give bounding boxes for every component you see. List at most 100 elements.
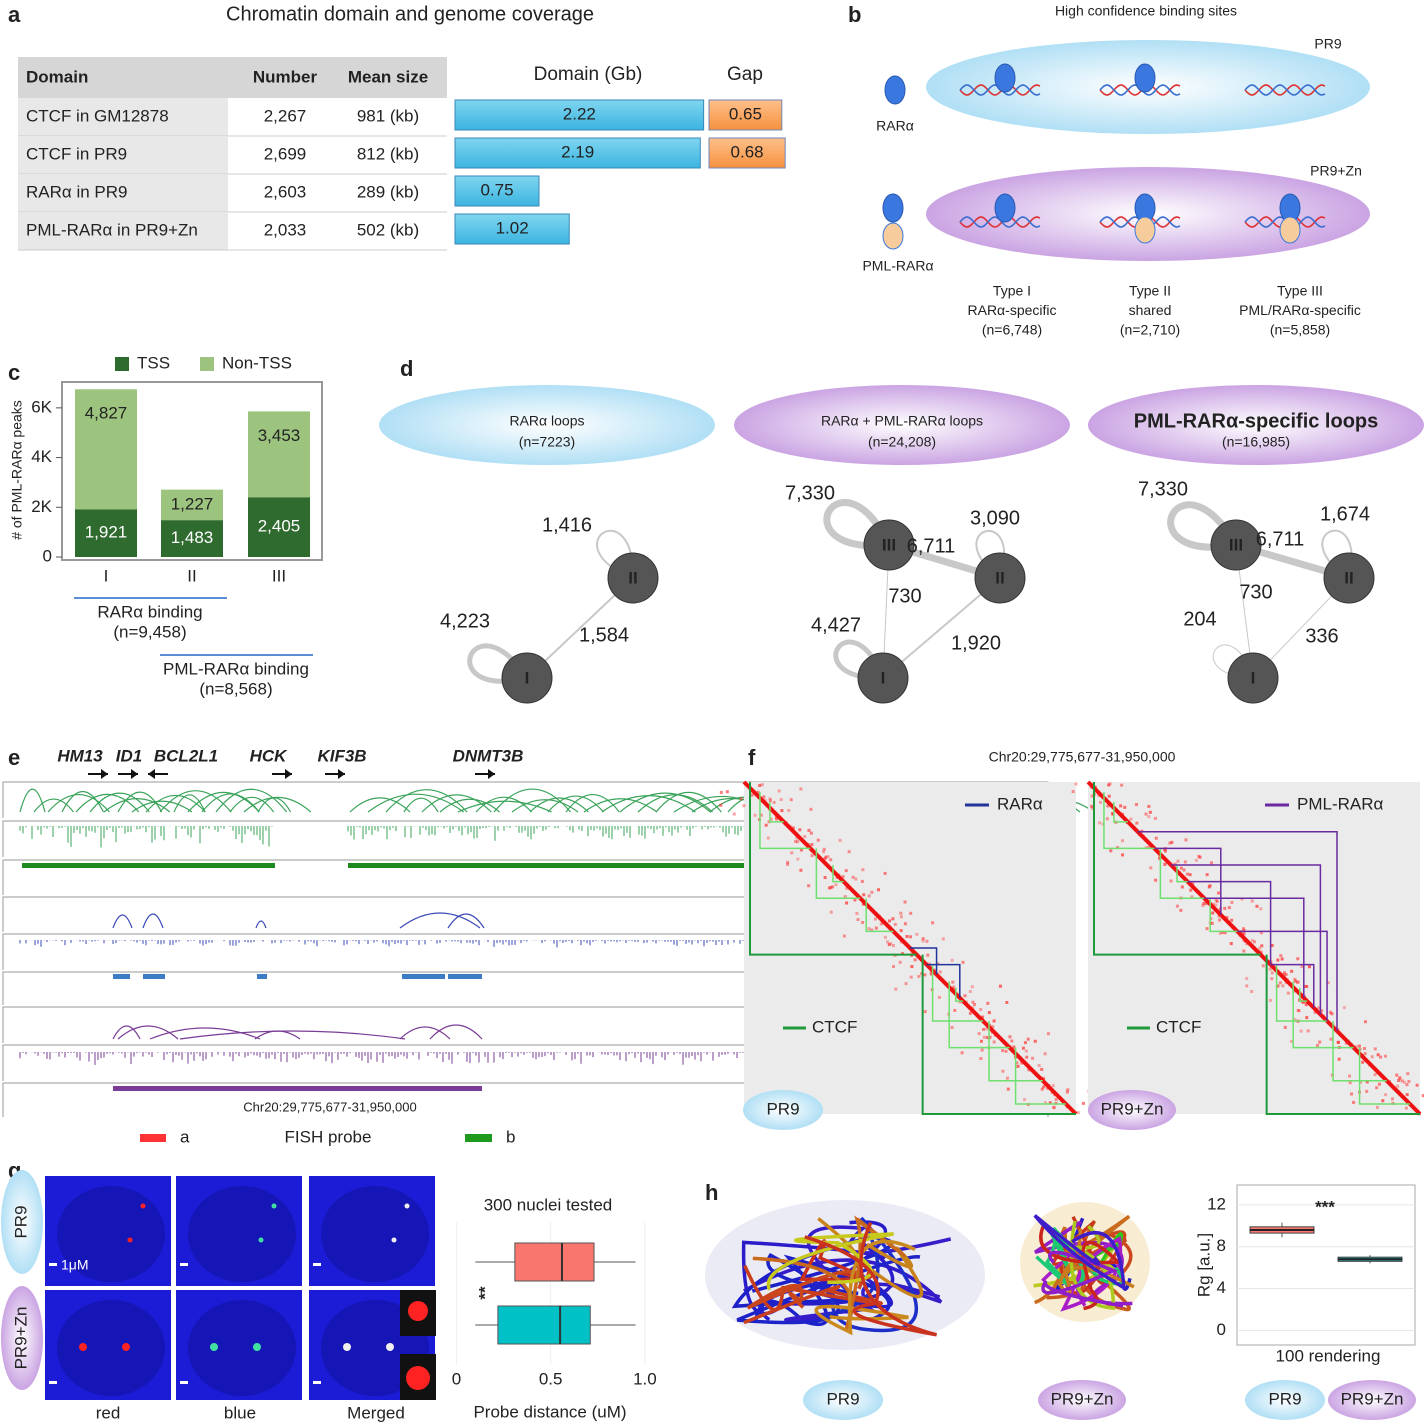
- contact: [1147, 804, 1151, 808]
- contact: [958, 1000, 962, 1004]
- table-cell: 2,033: [264, 220, 307, 239]
- loop-arc: [583, 798, 658, 813]
- table-cell-bg: [18, 98, 228, 136]
- row-badge: [1, 1286, 43, 1390]
- self-loop: [467, 643, 530, 684]
- contact: [1148, 810, 1152, 814]
- contact: [883, 935, 887, 939]
- network-count: (n=24,208): [868, 434, 936, 450]
- contact: [886, 940, 890, 944]
- node-label: I: [881, 668, 886, 687]
- contact: [1147, 815, 1151, 819]
- gene-name: HCK: [250, 746, 289, 765]
- contact: [860, 879, 864, 883]
- domain-block: [402, 974, 445, 979]
- contact: [1379, 1055, 1383, 1059]
- contact: [1252, 940, 1256, 944]
- x-tick-label: II: [187, 566, 196, 585]
- node: [607, 552, 659, 604]
- contact: [1120, 783, 1124, 787]
- loop-arc: [145, 795, 206, 813]
- contact: [1169, 879, 1173, 883]
- contact: [1370, 1055, 1374, 1059]
- contact: [891, 944, 895, 948]
- contact: [1361, 1060, 1365, 1064]
- type-label: Type I: [993, 283, 1031, 299]
- contact: [1010, 1039, 1014, 1043]
- contact: [1365, 1089, 1369, 1093]
- significance: **: [475, 1286, 494, 1300]
- contact: [1293, 977, 1297, 981]
- group-label: PML-RARα binding: [163, 659, 309, 678]
- contact: [951, 980, 955, 984]
- loop-arc: [493, 788, 571, 813]
- polymer-strand: [1033, 1214, 1126, 1291]
- inset-dot: [406, 1366, 430, 1390]
- table-cell-bg: [18, 212, 228, 250]
- contact: [899, 929, 903, 933]
- loop-arc: [159, 790, 232, 813]
- probe-dot: [140, 1203, 146, 1209]
- probe-a: [140, 1134, 166, 1142]
- contact: [1006, 1087, 1010, 1091]
- contact: [910, 965, 914, 969]
- contact: [789, 798, 793, 802]
- loop-arc: [439, 798, 500, 813]
- contact: [1033, 1039, 1037, 1043]
- contact: [870, 890, 874, 894]
- contact: [786, 862, 790, 866]
- type-label: (n=5,858): [1270, 322, 1330, 338]
- x-tick-label: 1.0: [633, 1369, 657, 1388]
- contact: [779, 798, 783, 802]
- loop-arc: [131, 800, 193, 813]
- contact: [847, 850, 851, 854]
- contact: [1210, 921, 1214, 925]
- contact: [1373, 1073, 1377, 1077]
- table-header: Domain: [26, 67, 88, 86]
- contact: [1008, 1035, 1012, 1039]
- loop-arc: [385, 789, 468, 813]
- contact: [1259, 907, 1263, 911]
- contact: [799, 787, 803, 791]
- contact: [1176, 859, 1180, 863]
- contact: [855, 912, 859, 916]
- loop-arc: [179, 1030, 406, 1040]
- contact: [762, 795, 766, 799]
- edge-label: 3,090: [970, 507, 1020, 529]
- contact: [1158, 857, 1162, 861]
- contact: [987, 1011, 991, 1015]
- contact: [899, 915, 903, 919]
- value-label: 1,921: [85, 523, 128, 542]
- ctcf-domain: [759, 791, 811, 850]
- contact: [1149, 866, 1153, 870]
- contact: [1320, 1009, 1324, 1013]
- contact: [772, 800, 776, 804]
- polymer-strand: [804, 1221, 938, 1337]
- contact: [1163, 848, 1167, 852]
- contact: [1305, 1016, 1309, 1020]
- ctcf-domain: [1332, 1021, 1387, 1082]
- contact: [861, 920, 865, 924]
- ctcf-domain: [1113, 801, 1128, 823]
- gene-name: DNMT3B: [453, 746, 524, 765]
- contact: [1268, 998, 1272, 1002]
- contact: [1329, 1037, 1333, 1041]
- contact: [1283, 1025, 1287, 1029]
- contact: [1052, 1105, 1056, 1109]
- panel-title: Chr20:29,775,677-31,950,000: [989, 749, 1176, 765]
- contact: [796, 857, 800, 861]
- gene-arrow-head: [285, 769, 292, 779]
- node: [1323, 552, 1375, 604]
- contact: [1027, 1068, 1031, 1072]
- contact: [1326, 981, 1330, 985]
- bar-value: 2.19: [561, 142, 594, 161]
- contact: [1188, 873, 1192, 877]
- contact: [968, 989, 972, 993]
- contact: [1214, 897, 1218, 901]
- contact: [985, 1027, 989, 1031]
- contact: [1405, 1083, 1409, 1087]
- gap-bar: [708, 99, 783, 131]
- contact: [1293, 1018, 1297, 1022]
- ctcf-domain: [832, 865, 844, 883]
